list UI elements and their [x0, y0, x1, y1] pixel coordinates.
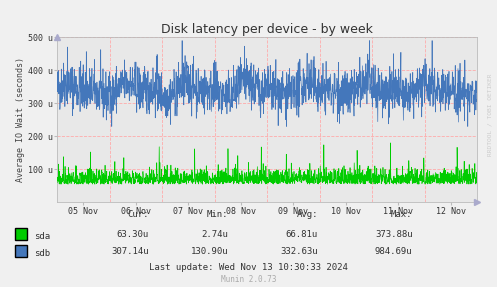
Text: sda: sda	[34, 232, 50, 241]
Title: Disk latency per device - by week: Disk latency per device - by week	[161, 23, 373, 36]
Text: Min:: Min:	[207, 210, 229, 219]
Text: Munin 2.0.73: Munin 2.0.73	[221, 275, 276, 284]
Y-axis label: Average IO Wait (seconds): Average IO Wait (seconds)	[16, 57, 25, 182]
Text: 130.90u: 130.90u	[191, 247, 229, 256]
Text: 373.88u: 373.88u	[375, 230, 413, 239]
Text: 307.14u: 307.14u	[111, 247, 149, 256]
Text: 2.74u: 2.74u	[202, 230, 229, 239]
Text: 66.81u: 66.81u	[286, 230, 318, 239]
Text: Avg:: Avg:	[297, 210, 318, 219]
Text: sdb: sdb	[34, 249, 50, 259]
Text: RRDTOOL / TOBI OETIKER: RRDTOOL / TOBI OETIKER	[487, 73, 492, 156]
Text: 63.30u: 63.30u	[117, 230, 149, 239]
Text: Max:: Max:	[391, 210, 413, 219]
Text: 332.63u: 332.63u	[280, 247, 318, 256]
Text: Last update: Wed Nov 13 10:30:33 2024: Last update: Wed Nov 13 10:30:33 2024	[149, 263, 348, 272]
Text: Cur:: Cur:	[128, 210, 149, 219]
Text: 984.69u: 984.69u	[375, 247, 413, 256]
